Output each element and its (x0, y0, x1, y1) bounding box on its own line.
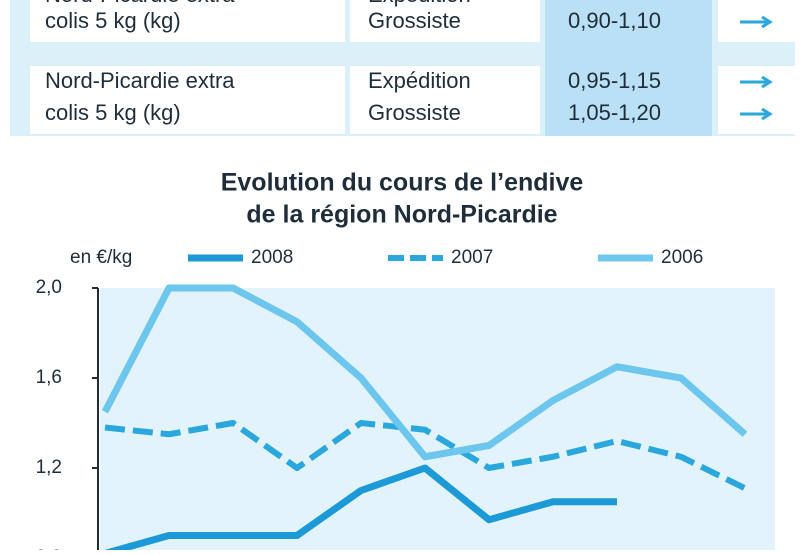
trend-arrow (740, 107, 773, 121)
trend-arrow (740, 15, 773, 29)
price: 0,90-1,10 (568, 8, 661, 33)
legend-label: 2008 (251, 247, 293, 268)
series-line (101, 284, 748, 461)
arrow-cell (718, 66, 795, 134)
label-cell (30, 66, 345, 134)
stage-cell (350, 0, 540, 42)
table: Nord-Picardie extra Expédition colis 5 kg … (45, 0, 773, 125)
legend-label: 2007 (451, 247, 493, 268)
series-line (104, 420, 747, 491)
stage: Grossiste (368, 8, 461, 33)
label-cell (30, 0, 345, 42)
price: 1,05-1,20 (568, 100, 661, 125)
row-label: Nord-Picardie extra (45, 68, 235, 93)
price-column (545, 0, 712, 136)
trend-arrow (740, 75, 773, 89)
y-axis-label: en €/kg (70, 247, 132, 268)
y-tick-label: 1,2 (36, 457, 62, 478)
price: 0,95-1,15 (568, 68, 661, 93)
chart-title: Evolution du cours de l’endive (221, 169, 584, 197)
stage-cell (350, 66, 540, 134)
y-tick-label: 1,6 (36, 367, 62, 388)
y-tick-label: 2,0 (36, 277, 62, 298)
plot-area (100, 288, 775, 550)
chart-title: de la région Nord-Picardie (246, 201, 557, 229)
stage: Expédition (368, 0, 471, 7)
row-label: Nord-Picardie extra (45, 0, 235, 7)
legend-label: 2006 (661, 247, 703, 268)
series-line (104, 464, 617, 555)
row-label: colis 5 kg (kg) (45, 100, 181, 125)
row-label: colis 5 kg (kg) (45, 8, 181, 33)
stage: Expédition (368, 68, 471, 93)
stage: Grossiste (368, 100, 461, 125)
